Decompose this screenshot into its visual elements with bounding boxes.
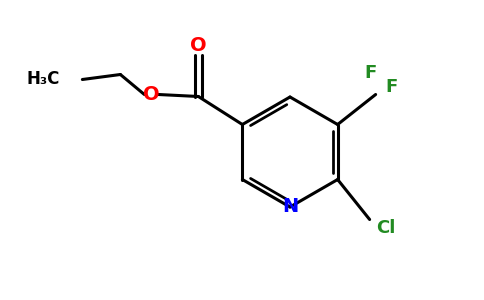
Text: N: N xyxy=(282,197,298,217)
Text: O: O xyxy=(143,85,160,104)
Text: F: F xyxy=(364,64,377,82)
Text: Cl: Cl xyxy=(376,218,395,236)
Text: O: O xyxy=(190,36,207,55)
Text: H₃C: H₃C xyxy=(27,70,60,88)
Text: F: F xyxy=(386,77,398,95)
